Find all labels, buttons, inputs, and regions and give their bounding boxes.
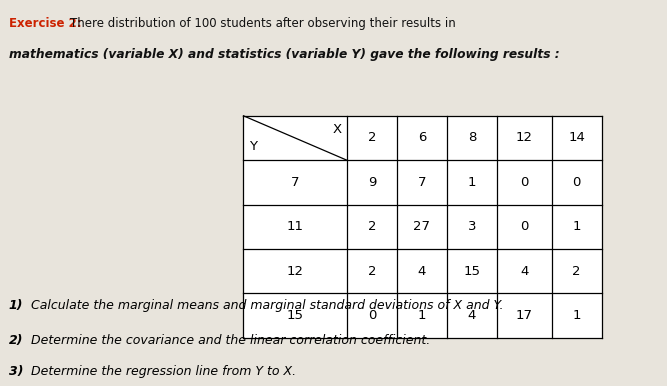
Text: Exercise 2:: Exercise 2: — [9, 17, 81, 30]
Text: Y: Y — [249, 140, 257, 153]
Text: There distribution of 100 students after observing their results in: There distribution of 100 students after… — [70, 17, 456, 30]
Text: 2: 2 — [368, 132, 376, 144]
Text: 15: 15 — [287, 309, 303, 322]
Text: 9: 9 — [368, 176, 376, 189]
Text: 17: 17 — [516, 309, 533, 322]
Text: 15: 15 — [464, 265, 480, 278]
Text: 12: 12 — [516, 132, 533, 144]
Text: 11: 11 — [287, 220, 303, 233]
Text: 2: 2 — [368, 220, 376, 233]
Text: 14: 14 — [568, 132, 585, 144]
Text: 1: 1 — [418, 309, 426, 322]
Text: 2): 2) — [9, 334, 23, 347]
Text: 12: 12 — [287, 265, 303, 278]
Text: 8: 8 — [468, 132, 476, 144]
Text: 0: 0 — [520, 220, 528, 233]
Text: Determine the covariance and the linear correlation coefficient.: Determine the covariance and the linear … — [27, 334, 431, 347]
Text: Calculate the marginal means and marginal standard deviations of X and Y.: Calculate the marginal means and margina… — [27, 299, 504, 312]
Text: 4: 4 — [520, 265, 528, 278]
Text: 6: 6 — [418, 132, 426, 144]
Text: 0: 0 — [572, 176, 581, 189]
Text: 4: 4 — [468, 309, 476, 322]
Text: 1): 1) — [9, 299, 23, 312]
Text: 2: 2 — [368, 265, 376, 278]
Text: 1: 1 — [572, 309, 581, 322]
Text: 3: 3 — [468, 220, 476, 233]
Text: 4: 4 — [418, 265, 426, 278]
Text: mathematics (variable X) and statistics (variable Y) gave the following results : mathematics (variable X) and statistics … — [9, 48, 560, 61]
Text: 0: 0 — [368, 309, 376, 322]
Text: X: X — [332, 123, 342, 136]
Text: 1: 1 — [468, 176, 476, 189]
Bar — [243, 116, 602, 338]
Text: 0: 0 — [520, 176, 528, 189]
Text: 3): 3) — [9, 365, 23, 378]
Text: 2: 2 — [572, 265, 581, 278]
Text: Determine the regression line from Y to X.: Determine the regression line from Y to … — [27, 365, 296, 378]
Text: 7: 7 — [291, 176, 299, 189]
Text: 1: 1 — [572, 220, 581, 233]
Text: 27: 27 — [414, 220, 430, 233]
Text: 7: 7 — [418, 176, 426, 189]
